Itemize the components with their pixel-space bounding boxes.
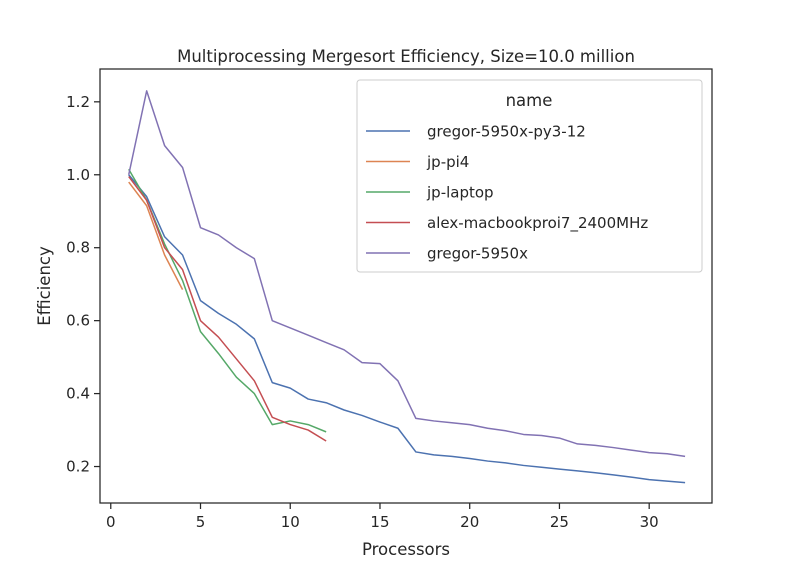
x-tick-label: 25	[550, 513, 569, 531]
series-line	[128, 168, 327, 433]
plot-area-frame	[99, 68, 713, 504]
x-tick-label: 5	[196, 513, 206, 531]
y-tick-label: 0.2	[66, 458, 90, 476]
x-axis-label: Processors	[362, 540, 450, 559]
x-tick-label: 10	[281, 513, 300, 531]
x-tick-label: 30	[640, 513, 659, 531]
y-axis: 0.2 0.4 0.6 0.8 1.0 1.2	[66, 93, 100, 476]
y-tick-label: 1.2	[66, 93, 90, 111]
y-tick-label: 0.4	[66, 385, 90, 403]
y-tick-label: 1.0	[66, 166, 90, 184]
legend-frame	[356, 79, 703, 273]
legend-label: jp-laptop	[426, 184, 494, 202]
series-line	[128, 176, 327, 442]
legend-title: name	[506, 91, 553, 110]
series-line	[127, 90, 686, 458]
legend-label: gregor-5950x-py3-12	[427, 123, 586, 141]
legend-label: gregor-5950x	[427, 245, 528, 263]
y-tick-label: 0.6	[66, 312, 90, 330]
legend-items: gregor-5950x-py3-12 jp-pi4 jp-laptop alex-m…	[366, 123, 648, 263]
y-axis-label: Efficiency	[35, 246, 54, 326]
legend-label: alex-macbookproi7_2400MHz	[427, 214, 648, 233]
series-line	[128, 174, 686, 484]
chart-title: Multiprocessing Mergesort Efficiency, Si…	[177, 47, 635, 66]
series-line	[128, 181, 184, 290]
plot-lines	[127, 90, 686, 484]
x-tick-label: 0	[106, 513, 116, 531]
x-tick-label: 20	[460, 513, 479, 531]
x-tick-label: 15	[370, 513, 389, 531]
y-tick-label: 0.8	[66, 239, 90, 257]
legend: name gregor-5950x-py3-12 jp-pi4 jp-laptop a…	[356, 79, 703, 273]
legend-label: jp-pi4	[426, 153, 469, 171]
x-axis: 0 5 10 15 20 25 30	[106, 503, 659, 531]
